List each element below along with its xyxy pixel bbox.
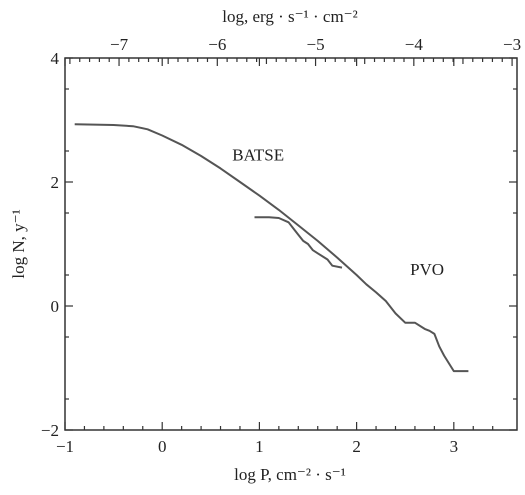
y-axis-title: log N, y⁻¹ <box>9 209 28 278</box>
x-tick-label: 2 <box>352 437 361 456</box>
x-tick-label: 0 <box>158 437 167 456</box>
x-tick-label: −1 <box>56 437 74 456</box>
chart-marks: −1 0 1 2 3 −7 −6 −5 −4 −3 −2 0 2 4 BATSE PVO <box>41 35 521 456</box>
series-line-pvo <box>254 216 343 269</box>
top-tick-label: −4 <box>405 35 424 54</box>
annotation-pvo: PVO <box>410 260 444 279</box>
top-tick-label: −5 <box>307 35 325 54</box>
x-tick-label: 1 <box>255 437 264 456</box>
top-tick-label: −6 <box>208 35 226 54</box>
plot-frame <box>64 57 518 431</box>
series-line-batse <box>74 123 469 373</box>
y-tick-label: 2 <box>51 173 60 192</box>
top-tick-label: −3 <box>503 35 521 54</box>
top-tick-label: −7 <box>110 35 129 54</box>
y-tick-label: 0 <box>51 297 60 316</box>
x-tick-label: 3 <box>450 437 459 456</box>
y-tick-label: 4 <box>51 49 60 68</box>
annotation-batse: BATSE <box>232 145 284 164</box>
y-tick-label: −2 <box>41 421 59 440</box>
x-axis-title: log P, cm⁻² · s⁻¹ <box>234 465 346 484</box>
top-axis-title: log, erg · s⁻¹ · cm⁻² <box>222 7 357 26</box>
